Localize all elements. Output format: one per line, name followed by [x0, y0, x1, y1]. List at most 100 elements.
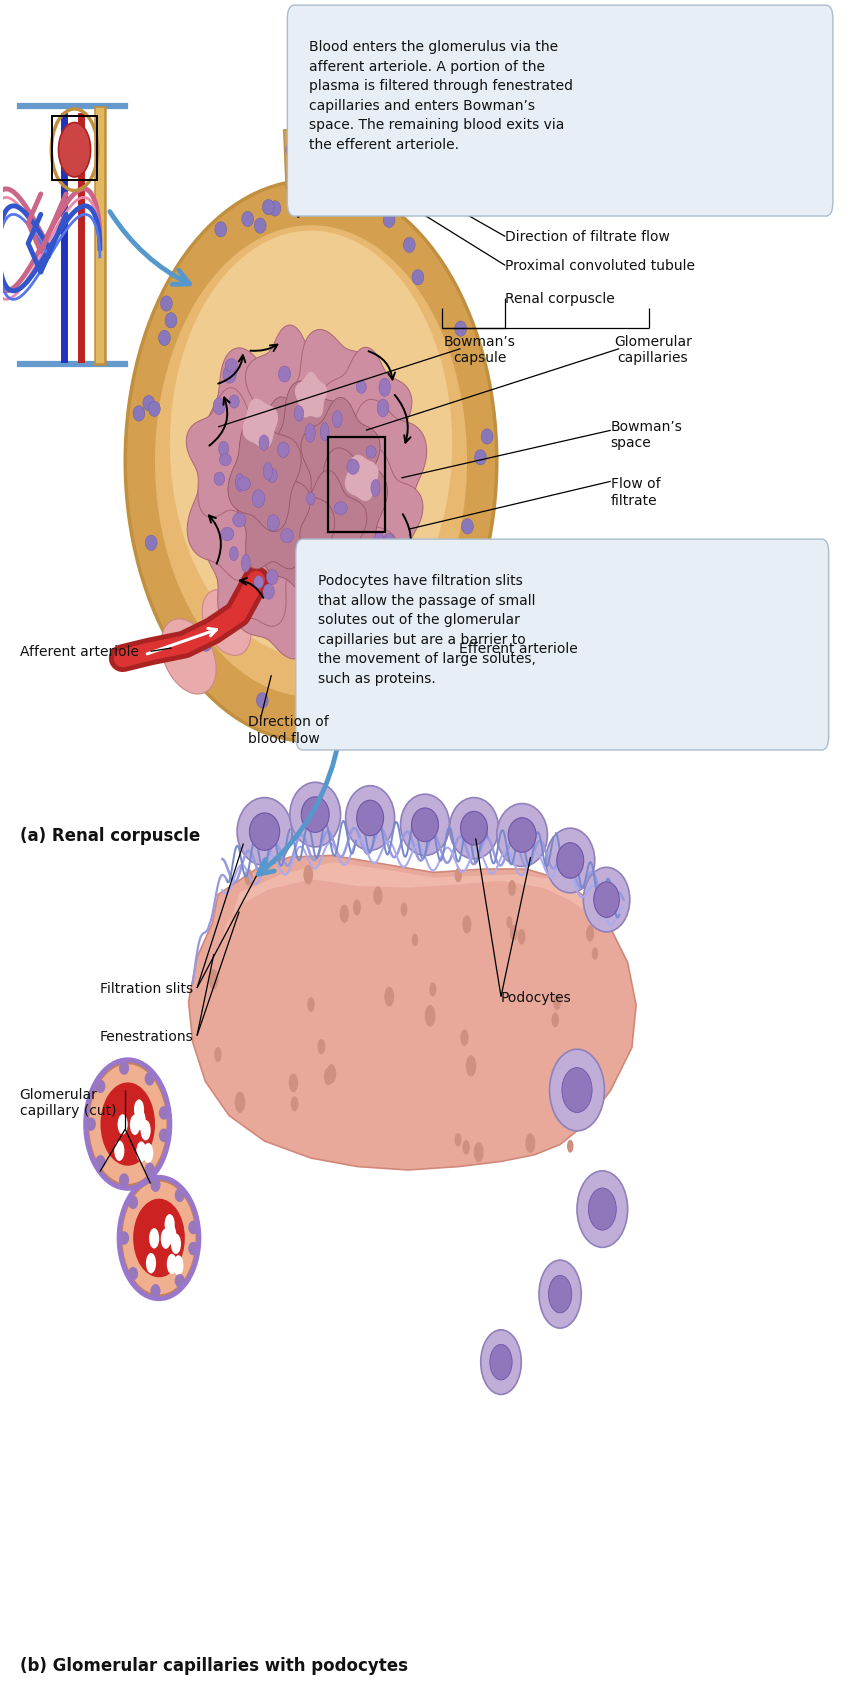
Ellipse shape — [290, 783, 341, 847]
Circle shape — [135, 1110, 145, 1130]
Circle shape — [510, 926, 518, 941]
Ellipse shape — [548, 1275, 572, 1313]
Ellipse shape — [269, 201, 281, 217]
Circle shape — [455, 1134, 462, 1147]
Circle shape — [462, 1141, 470, 1154]
Ellipse shape — [320, 694, 332, 709]
Circle shape — [308, 997, 314, 1013]
Ellipse shape — [202, 590, 251, 656]
Ellipse shape — [301, 170, 309, 182]
Ellipse shape — [252, 491, 265, 508]
Ellipse shape — [474, 450, 486, 465]
Ellipse shape — [200, 636, 212, 651]
Polygon shape — [310, 448, 388, 566]
Ellipse shape — [557, 844, 584, 878]
Ellipse shape — [119, 1062, 129, 1076]
Ellipse shape — [321, 561, 332, 575]
Ellipse shape — [583, 868, 630, 933]
Ellipse shape — [374, 534, 384, 551]
Ellipse shape — [119, 1173, 129, 1187]
Ellipse shape — [149, 402, 161, 418]
Text: Filtration slits: Filtration slits — [100, 982, 193, 996]
Ellipse shape — [267, 469, 277, 483]
Ellipse shape — [159, 331, 170, 346]
Ellipse shape — [175, 1274, 184, 1287]
Ellipse shape — [279, 367, 291, 382]
Ellipse shape — [462, 520, 473, 535]
Ellipse shape — [450, 798, 498, 859]
Text: (b) Glomerular capillaries with podocytes: (b) Glomerular capillaries with podocyte… — [20, 1656, 408, 1674]
Polygon shape — [187, 443, 275, 581]
Ellipse shape — [179, 643, 191, 658]
Circle shape — [461, 1030, 468, 1047]
Ellipse shape — [150, 1178, 161, 1192]
Circle shape — [590, 1078, 598, 1093]
Ellipse shape — [389, 605, 444, 675]
Ellipse shape — [249, 813, 280, 851]
Ellipse shape — [291, 199, 303, 215]
Ellipse shape — [324, 697, 336, 713]
Polygon shape — [320, 348, 412, 481]
Text: Flow of
filtrate: Flow of filtrate — [611, 477, 660, 508]
Text: Direction of
blood flow: Direction of blood flow — [247, 714, 328, 745]
Ellipse shape — [371, 481, 380, 496]
Circle shape — [303, 866, 313, 885]
Ellipse shape — [496, 805, 547, 866]
Polygon shape — [228, 418, 301, 532]
Ellipse shape — [145, 535, 157, 551]
Ellipse shape — [188, 1241, 198, 1255]
Ellipse shape — [161, 619, 216, 694]
Ellipse shape — [481, 1330, 521, 1395]
Ellipse shape — [223, 367, 236, 384]
Circle shape — [507, 917, 513, 929]
Ellipse shape — [594, 881, 620, 917]
Ellipse shape — [266, 569, 278, 585]
Ellipse shape — [263, 585, 275, 600]
Text: Glomerular
capillary (cut): Glomerular capillary (cut) — [20, 1088, 116, 1117]
Circle shape — [214, 1047, 222, 1062]
Ellipse shape — [221, 529, 234, 542]
Circle shape — [581, 864, 590, 881]
Circle shape — [318, 1040, 326, 1055]
Circle shape — [518, 929, 525, 945]
Ellipse shape — [259, 436, 269, 452]
Ellipse shape — [165, 314, 177, 329]
Ellipse shape — [404, 239, 415, 254]
Ellipse shape — [277, 443, 289, 459]
Ellipse shape — [219, 455, 231, 467]
Ellipse shape — [490, 1345, 513, 1379]
Ellipse shape — [214, 472, 224, 486]
Text: Afferent arteriole: Afferent arteriole — [20, 644, 139, 658]
Ellipse shape — [95, 1156, 105, 1170]
Text: Fenestrations: Fenestrations — [100, 1030, 194, 1043]
Circle shape — [592, 948, 598, 960]
Ellipse shape — [539, 1260, 581, 1328]
Ellipse shape — [280, 529, 293, 544]
Ellipse shape — [546, 829, 595, 893]
Circle shape — [593, 1067, 602, 1084]
Circle shape — [553, 994, 561, 1011]
Ellipse shape — [128, 1195, 139, 1209]
Ellipse shape — [354, 549, 367, 564]
Ellipse shape — [347, 460, 360, 476]
Ellipse shape — [237, 798, 292, 866]
Circle shape — [289, 1074, 298, 1093]
Circle shape — [136, 1142, 146, 1163]
Ellipse shape — [161, 297, 173, 312]
Ellipse shape — [170, 232, 452, 658]
Ellipse shape — [320, 423, 329, 442]
Polygon shape — [234, 518, 329, 660]
Ellipse shape — [588, 1188, 616, 1231]
Text: Proximal convoluted tubule: Proximal convoluted tubule — [505, 259, 695, 273]
Ellipse shape — [508, 818, 536, 852]
Ellipse shape — [254, 218, 266, 234]
Circle shape — [146, 1253, 156, 1274]
Ellipse shape — [100, 1083, 155, 1166]
Ellipse shape — [289, 176, 297, 188]
Ellipse shape — [361, 544, 371, 558]
Polygon shape — [186, 389, 275, 518]
Ellipse shape — [366, 447, 377, 459]
Bar — [52, 116, 98, 181]
Ellipse shape — [233, 513, 246, 529]
Ellipse shape — [412, 271, 424, 286]
